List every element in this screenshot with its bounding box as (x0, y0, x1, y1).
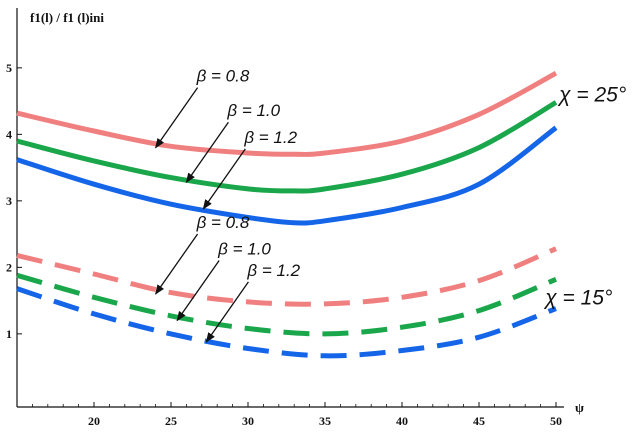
x-tick-label-40: 40 (396, 414, 408, 428)
annotation-arrow-4 (176, 260, 220, 322)
y-axis-label: f1(l) / f1 (l)ini (30, 10, 104, 25)
x-tick-label-45: 45 (473, 414, 485, 428)
y-tick-label-2: 2 (6, 260, 12, 274)
annotation-arrow-5 (205, 281, 249, 343)
y-tick-label-1: 1 (6, 327, 12, 341)
y-tick-label-3: 3 (6, 194, 12, 208)
x-tick-label-35: 35 (319, 414, 331, 428)
annotation-arrow-3 (155, 233, 199, 295)
y-tick-label-4: 4 (6, 127, 12, 141)
series-line-chi_25-1 (16, 100, 558, 194)
series-line-chi_15-3 (16, 246, 557, 307)
annotation-label-4: β = 1.0 (217, 240, 271, 259)
annotation-label-0: β = 0.8 (196, 67, 250, 86)
annotation-arrow-2 (202, 148, 246, 210)
x-axis-label: ψ (575, 400, 584, 415)
group-label-1: χ = 15° (543, 286, 612, 309)
y-tick-label-5: 5 (6, 61, 12, 75)
annotation-label-3: β = 0.8 (196, 213, 250, 232)
series-line-chi_25-0 (16, 70, 558, 157)
series-line-chi_25-2 (16, 125, 558, 226)
x-tick-label-20: 20 (88, 414, 100, 428)
group-label-0: χ = 25° (557, 83, 626, 106)
x-tick-label-25: 25 (165, 414, 177, 428)
annotation-label-2: β = 1.2 (243, 128, 297, 147)
series-line-chi_15-4 (16, 272, 557, 337)
annotation-arrow-1 (185, 121, 229, 184)
annotation-arrow-0 (155, 87, 199, 149)
series-line-chi_15-5 (16, 286, 557, 359)
annotation-label-5: β = 1.2 (246, 261, 300, 280)
x-tick-label-50: 50 (550, 414, 562, 428)
annotation-label-1: β = 1.0 (226, 101, 280, 120)
x-tick-label-30: 30 (242, 414, 254, 428)
